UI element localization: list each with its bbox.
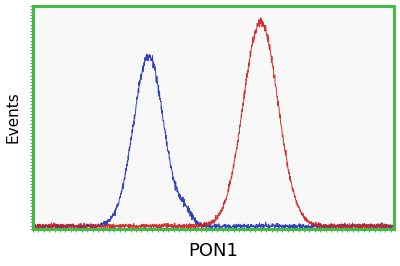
X-axis label: PON1: PON1	[189, 242, 239, 260]
Y-axis label: Events: Events	[6, 91, 20, 143]
